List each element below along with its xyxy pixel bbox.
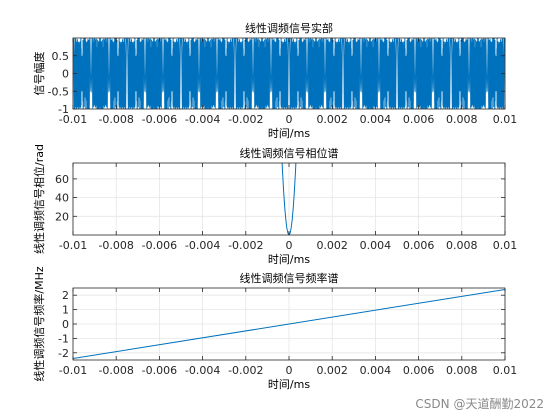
y-axis-label: 线性调频信号频率/MHz — [32, 266, 46, 381]
y-tick-label: -1 — [58, 103, 69, 116]
y-axis-label: 线性调频信号相位/rad — [32, 144, 46, 254]
x-tick-label: 0.004 — [360, 113, 392, 126]
x-tick-label: 0.01 — [493, 239, 518, 252]
y-tick-label: 0 — [62, 68, 69, 81]
x-tick-label: -0.006 — [142, 113, 177, 126]
x-tick-label: 0.004 — [360, 364, 392, 377]
chart-title: 线性调频信号频率谱 — [240, 271, 339, 285]
y-tick-label: 0 — [62, 318, 69, 331]
x-tick-label: -0.002 — [228, 239, 263, 252]
y-tick-label: 60 — [55, 173, 69, 186]
x-tick-label: -0.008 — [98, 364, 133, 377]
y-tick-label: -0.5 — [48, 85, 69, 98]
x-tick-label: 0.008 — [446, 113, 478, 126]
x-tick-label: 0.004 — [360, 239, 392, 252]
y-tick-label: -2 — [58, 347, 69, 360]
x-tick-label: -0.004 — [185, 239, 220, 252]
series-line-1 — [73, 288, 505, 360]
x-tick-label: -0.002 — [228, 364, 263, 377]
y-tick-label: 1 — [62, 304, 69, 317]
x-tick-label: 0.01 — [493, 113, 518, 126]
x-tick-label: -0.008 — [98, 239, 133, 252]
watermark: CSDN @天道酬勤2022 — [415, 397, 544, 411]
x-tick-label: -0.006 — [142, 364, 177, 377]
subplot-1: -0.01 -0.008 -0.006 -0.004 -0.002 0 0.002 0.004… — [32, 21, 517, 140]
x-axis-label: 时间/ms — [268, 127, 310, 140]
y-axis-label: 信号幅度 — [32, 52, 46, 96]
y-tick-label: 2 — [62, 289, 69, 302]
series-line-1 — [73, 38, 505, 109]
x-tick-label: -0.01 — [59, 239, 87, 252]
x-tick-label: -0.008 — [98, 113, 133, 126]
x-tick-label: -0.01 — [59, 113, 87, 126]
x-tick-label: 0.006 — [403, 113, 435, 126]
x-tick-label: 0.008 — [446, 364, 478, 377]
x-axis-label: 时间/ms — [268, 378, 310, 391]
x-tick-label: 0.006 — [403, 364, 435, 377]
x-tick-label: 0.01 — [493, 364, 518, 377]
x-tick-label: 0 — [286, 364, 293, 377]
x-tick-label: -0.01 — [59, 364, 87, 377]
x-tick-label: 0 — [286, 239, 293, 252]
y-tick-label: 40 — [55, 192, 69, 205]
subplot-3: -0.01 -0.008 -0.006 -0.004 -0.002 0 0.002 0.004… — [32, 266, 517, 391]
x-tick-label: 0.002 — [316, 239, 348, 252]
x-tick-label: 0 — [286, 113, 293, 126]
x-tick-label: 0.002 — [316, 113, 348, 126]
x-tick-label: 0.006 — [403, 239, 435, 252]
chart-title: 线性调频信号实部 — [245, 21, 333, 35]
chart-title: 线性调频信号相位谱 — [240, 146, 339, 160]
x-axis-label: 时间/ms — [268, 253, 310, 266]
x-tick-label: -0.002 — [228, 113, 263, 126]
x-tick-label: -0.004 — [185, 364, 220, 377]
x-tick-label: -0.006 — [142, 239, 177, 252]
subplot-2: -0.01 -0.008 -0.006 -0.004 -0.002 0 0.002 0.004… — [32, 144, 518, 266]
x-tick-label: -0.004 — [185, 113, 220, 126]
y-tick-label: -1 — [58, 332, 69, 345]
y-tick-label: 0.5 — [52, 50, 70, 63]
y-tick-label: 20 — [55, 210, 69, 223]
x-tick-label: 0.008 — [446, 239, 478, 252]
x-tick-label: 0.002 — [316, 364, 348, 377]
